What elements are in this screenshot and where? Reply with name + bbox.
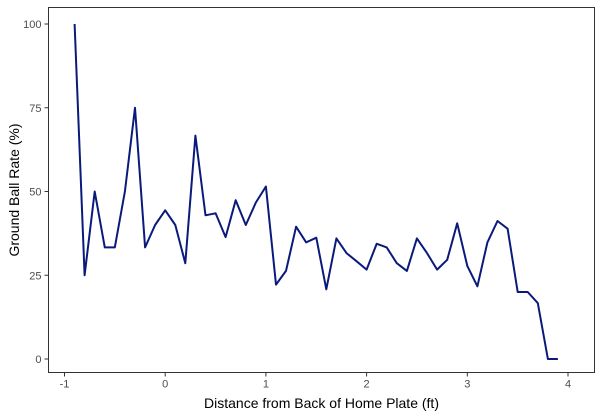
series-layer [72, 22, 560, 362]
data-point [163, 208, 168, 213]
y-axis-title: Ground Ball Rate (%) [6, 123, 22, 256]
y-tick-label: 0 [35, 354, 41, 366]
x-tick-label: 4 [565, 379, 571, 391]
series-line [73, 23, 558, 360]
data-point [445, 257, 450, 262]
x-tick-label: 1 [263, 379, 269, 391]
data-point [223, 235, 228, 240]
data-point [485, 240, 490, 245]
x-tick-label: 0 [162, 379, 168, 391]
y-tick-label: 75 [29, 103, 41, 115]
data-point [384, 245, 389, 250]
data-point [455, 221, 460, 226]
data-point [243, 223, 248, 228]
data-point [555, 357, 560, 362]
x-tick-label: 3 [464, 379, 470, 391]
data-point [193, 133, 198, 138]
x-axis-title: Distance from Back of Home Plate (ft) [204, 395, 439, 411]
data-point [435, 267, 440, 272]
data-point [183, 261, 188, 266]
data-point [304, 240, 309, 245]
data-point [374, 241, 379, 246]
x-axis-ticks: -1 0 1 2 3 4 [60, 372, 571, 391]
data-point [414, 236, 419, 241]
data-point [515, 290, 520, 295]
data-point [112, 245, 117, 250]
data-point [314, 235, 319, 240]
plot-panel-border [48, 7, 595, 373]
data-point [284, 268, 289, 273]
data-point [404, 268, 409, 273]
data-point [465, 263, 470, 268]
data-point [72, 22, 77, 27]
data-point [425, 251, 430, 256]
data-point [324, 287, 329, 292]
data-point [102, 245, 107, 250]
data-point [394, 261, 399, 266]
data-point [143, 245, 148, 250]
y-axis-ticks: 0 25 50 75 100 [23, 19, 49, 366]
data-point [213, 211, 218, 216]
data-point [495, 218, 500, 223]
data-point [263, 184, 268, 189]
y-tick-label: 100 [23, 19, 41, 31]
data-point [122, 189, 127, 194]
data-point [153, 223, 158, 228]
data-point [294, 224, 299, 229]
data-point [545, 357, 550, 362]
data-point [475, 284, 480, 289]
x-tick-label: -1 [60, 379, 70, 391]
x-tick-label: 2 [364, 379, 370, 391]
data-point [82, 273, 87, 278]
data-point [92, 189, 97, 194]
data-point [173, 223, 178, 228]
data-point [273, 282, 278, 287]
data-point [354, 259, 359, 264]
data-point [132, 105, 137, 110]
data-point [203, 213, 208, 218]
y-tick-label: 50 [29, 187, 41, 199]
data-point [344, 251, 349, 256]
data-point [253, 200, 258, 205]
y-tick-label: 25 [29, 270, 41, 282]
data-point [233, 198, 238, 203]
data-point [505, 226, 510, 231]
data-point [334, 236, 339, 241]
data-point [525, 290, 530, 295]
data-point [535, 301, 540, 306]
data-point [364, 267, 369, 272]
